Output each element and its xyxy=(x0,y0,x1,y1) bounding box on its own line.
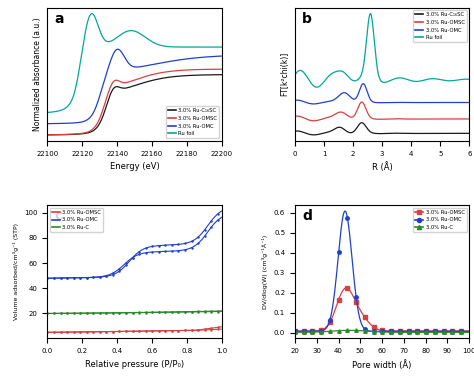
X-axis label: Energy (eV): Energy (eV) xyxy=(109,162,159,171)
Legend: 3.0% Ru-OMSC, 3.0% Ru-OMC, 3.0% Ru-C: 3.0% Ru-OMSC, 3.0% Ru-OMC, 3.0% Ru-C xyxy=(413,208,466,232)
Text: b: b xyxy=(302,12,312,26)
Y-axis label: Normalized absorbance (a.u.): Normalized absorbance (a.u.) xyxy=(33,17,42,131)
X-axis label: R (Å): R (Å) xyxy=(372,162,392,172)
Text: a: a xyxy=(55,12,64,26)
Legend: 3.0% Ru-C₁₆SC, 3.0% Ru-OMSC, 3.0% Ru-OMC, Ru foil: 3.0% Ru-C₁₆SC, 3.0% Ru-OMSC, 3.0% Ru-OMC… xyxy=(413,10,466,42)
X-axis label: Relative pressure (P/P₀): Relative pressure (P/P₀) xyxy=(85,360,184,369)
Text: d: d xyxy=(302,209,312,223)
Y-axis label: Volume adsorbed/cm³g⁻¹ (STP): Volume adsorbed/cm³g⁻¹ (STP) xyxy=(13,223,18,320)
X-axis label: Pore width (Å): Pore width (Å) xyxy=(352,360,412,370)
Text: c: c xyxy=(55,209,63,223)
Legend: 3.0% Ru-C₁₆SC, 3.0% Ru-OMSC, 3.0% Ru-OMC, Ru foil: 3.0% Ru-C₁₆SC, 3.0% Ru-OMSC, 3.0% Ru-OMC… xyxy=(166,106,219,138)
Y-axis label: DV/dlog(W) (cm³g⁻¹Å⁻¹): DV/dlog(W) (cm³g⁻¹Å⁻¹) xyxy=(263,235,268,309)
Legend: 3.0% Ru-OMSC, 3.0% Ru-OMC, 3.0% Ru-C: 3.0% Ru-OMSC, 3.0% Ru-OMC, 3.0% Ru-C xyxy=(50,208,103,232)
Y-axis label: FT[k²chi(k)]: FT[k²chi(k)] xyxy=(281,52,290,96)
